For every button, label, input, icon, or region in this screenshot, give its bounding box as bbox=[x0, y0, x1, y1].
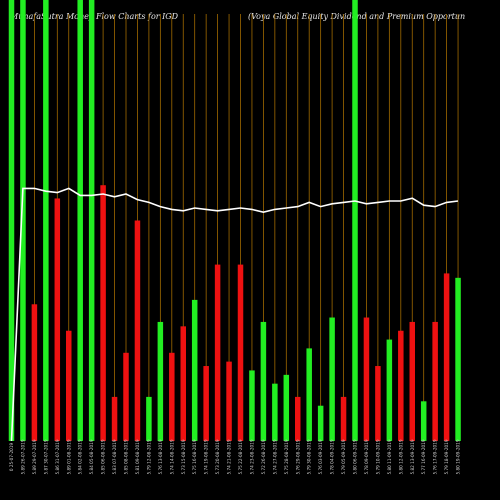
x-tick-label: 5.84 05-08-2019 bbox=[89, 439, 94, 474]
bar-outflow bbox=[31, 304, 38, 441]
x-tick-label: 5.77 16-09-2019 bbox=[421, 439, 426, 474]
bar-outflow bbox=[432, 321, 438, 441]
x-tick-label: 5.84 02-08-2019 bbox=[78, 439, 83, 474]
x-tick-label: 5.87 30-07-2019 bbox=[43, 439, 48, 474]
x-tick-label: 5.73 20-08-2019 bbox=[215, 439, 220, 474]
x-tick-label: 5.73 15-08-2019 bbox=[181, 439, 186, 474]
bar-inflow bbox=[455, 277, 461, 441]
x-tick-label: 5.76 03-09-2019 bbox=[318, 439, 323, 474]
x-tick-label: 5.75 28-08-2019 bbox=[284, 439, 289, 474]
bar-inflow bbox=[386, 339, 393, 441]
x-tick-label: 5.76 17-09-2019 bbox=[433, 439, 438, 474]
bar-inflow bbox=[77, 0, 83, 441]
x-tick-label: 5.79 05-09-2019 bbox=[341, 439, 346, 474]
bar-inflow bbox=[20, 0, 26, 441]
x-tick-label: 5.80 06-09-2019 bbox=[353, 439, 358, 474]
x-tick-label: 5.74 27-08-2019 bbox=[272, 439, 277, 474]
bar-outflow bbox=[100, 185, 106, 441]
bar-outflow bbox=[169, 352, 175, 441]
x-tick-label: 5.79 30-08-2019 bbox=[307, 439, 312, 474]
bar-outflow bbox=[54, 198, 61, 441]
bar-outflow bbox=[214, 264, 221, 441]
bar-inflow bbox=[146, 396, 152, 441]
bar-inflow bbox=[317, 405, 324, 441]
bar-outflow bbox=[111, 396, 118, 441]
x-tick-label: 5.79 18-09-2019 bbox=[444, 439, 449, 474]
price-line bbox=[10, 187, 459, 442]
x-tick-label: 5.76 29-08-2019 bbox=[295, 439, 300, 474]
x-tick-label: 5.74 19-08-2019 bbox=[204, 439, 209, 474]
bar-inflow bbox=[157, 321, 164, 441]
x-tick-label: 5.89 29-07-2019 bbox=[32, 439, 37, 474]
x-tick-label: 5.80 11-09-2019 bbox=[387, 439, 392, 474]
x-tick-label: 5.89 01-08-2019 bbox=[66, 439, 71, 474]
x-tick-label: 5.72 26-08-2019 bbox=[261, 439, 266, 474]
x-tick-label: 5.74 14-08-2019 bbox=[169, 439, 174, 474]
bar-inflow bbox=[352, 0, 358, 441]
x-tick-label: 5.85 08-08-2019 bbox=[124, 439, 129, 474]
bar-outflow bbox=[363, 317, 370, 441]
bar-outflow bbox=[123, 352, 129, 441]
bar-outflow bbox=[409, 321, 415, 441]
bar-inflow bbox=[329, 317, 335, 441]
x-tick-label: 5.74 21-08-2019 bbox=[227, 439, 232, 474]
bar-inflow bbox=[420, 401, 427, 441]
x-tick-label: 0 25-07-2019 bbox=[9, 443, 14, 472]
bar-inflow bbox=[8, 0, 15, 441]
x-tick-label: 5.78 09-09-2019 bbox=[364, 439, 369, 474]
bar-inflow bbox=[249, 370, 255, 441]
x-tick-label: 5.75 16-08-2019 bbox=[192, 439, 197, 474]
x-tick-label: 5.85 06-08-2019 bbox=[101, 439, 106, 474]
x-tick-label: 5.83 07-08-2019 bbox=[112, 439, 117, 474]
bar-outflow bbox=[237, 264, 244, 441]
money-flow-bars bbox=[8, 0, 461, 441]
x-tick-label: 5.74 23-08-2019 bbox=[249, 439, 254, 474]
x-tick-label: 5.89 26-07-2019 bbox=[20, 439, 25, 474]
bar-outflow bbox=[340, 396, 347, 441]
x-tick-labels: 0 25-07-2019 5.89 26-07-2019 5.89 29-07-20… bbox=[9, 439, 461, 474]
x-tick-label: 5.75 22-08-2019 bbox=[238, 439, 243, 474]
bar-inflow bbox=[283, 374, 290, 441]
bar-outflow bbox=[66, 330, 72, 441]
bar-outflow bbox=[134, 220, 141, 441]
bar-inflow bbox=[191, 299, 198, 441]
bar-outflow bbox=[295, 396, 301, 441]
bar-outflow bbox=[443, 273, 450, 441]
x-tick-label: 5.76 13-08-2019 bbox=[158, 439, 163, 474]
x-tick-label: 5.80 19-09-2019 bbox=[456, 439, 461, 474]
bar-inflow bbox=[88, 0, 95, 441]
bar-inflow bbox=[272, 383, 278, 441]
bar-outflow bbox=[226, 361, 232, 441]
bar-outflow bbox=[398, 330, 404, 441]
x-tick-label: 5.78 04-09-2019 bbox=[330, 439, 335, 474]
x-tick-label: 5.82 13-09-2019 bbox=[410, 439, 415, 474]
x-tick-label: 5.79 10-09-2019 bbox=[375, 439, 380, 474]
x-tick-label: 5.80 12-09-2019 bbox=[398, 439, 403, 474]
x-tick-label: 5.79 12-08-2019 bbox=[146, 439, 151, 474]
bar-inflow bbox=[43, 0, 49, 441]
bar-outflow bbox=[203, 366, 209, 441]
bar-outflow bbox=[180, 326, 186, 441]
bar-outflow bbox=[375, 366, 381, 441]
bar-inflow bbox=[260, 321, 267, 441]
price-line-layer bbox=[10, 187, 459, 442]
x-tick-label: 5.86 31-07-2019 bbox=[55, 439, 60, 474]
bar-inflow bbox=[306, 348, 312, 441]
x-tick-label: 5.81 09-08-2019 bbox=[135, 439, 140, 474]
